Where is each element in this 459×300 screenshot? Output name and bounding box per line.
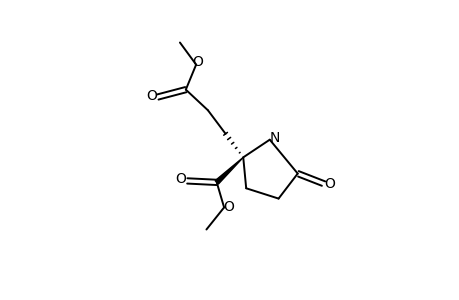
Polygon shape [215,158,243,184]
Text: O: O [223,200,234,214]
Text: N: N [269,131,280,145]
Text: O: O [324,177,334,191]
Text: O: O [175,172,186,186]
Text: O: O [192,55,202,69]
Text: O: O [146,88,157,103]
